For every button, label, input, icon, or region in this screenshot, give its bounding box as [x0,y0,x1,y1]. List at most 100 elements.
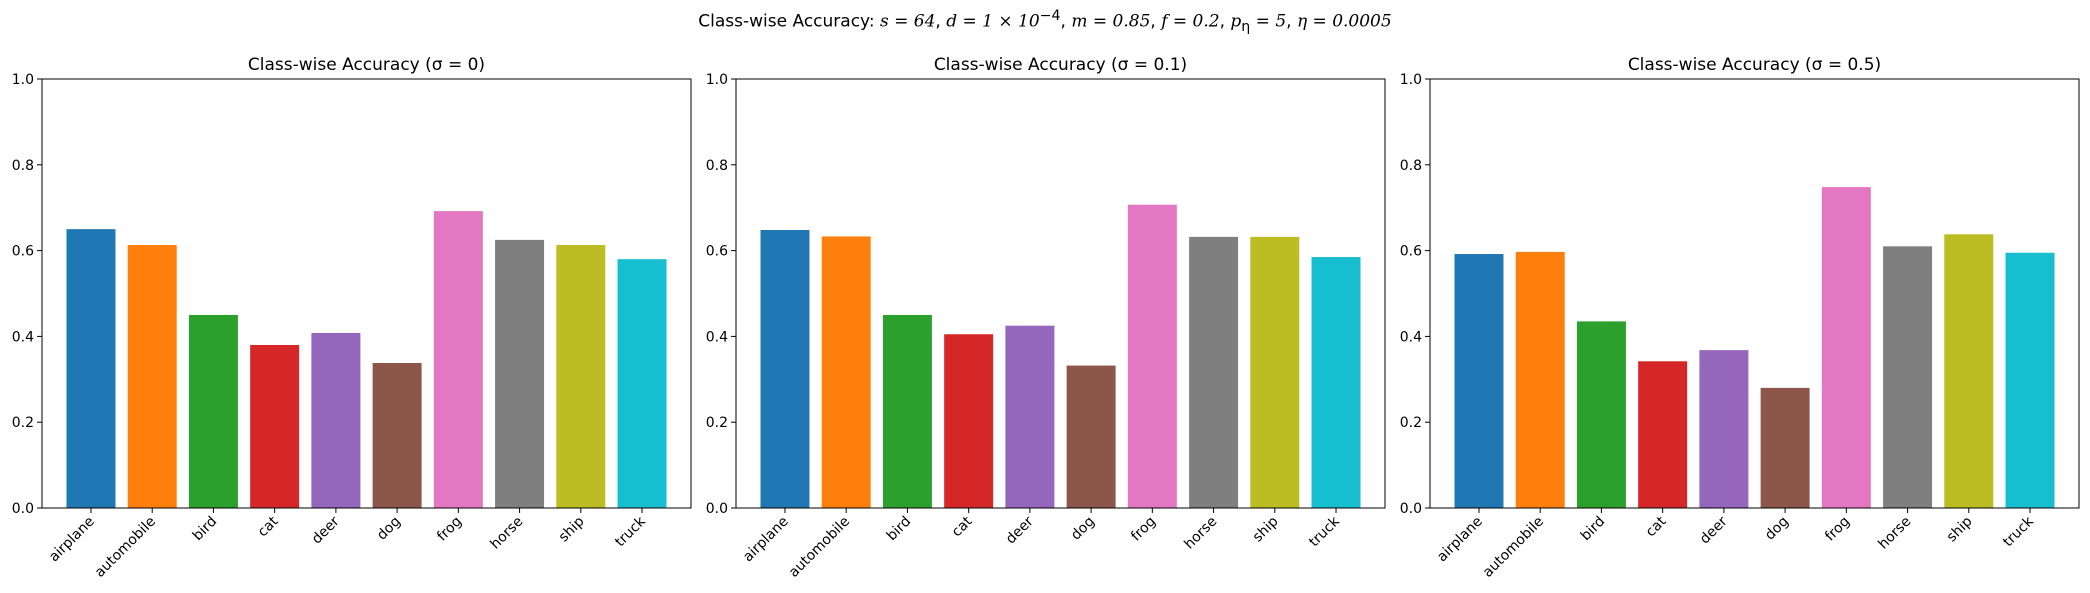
bar-truck [2005,252,2055,508]
suptitle-sep-4: , [1219,11,1231,32]
bar-dog [372,363,422,508]
x-tick-label-automobile: automobile [1480,514,1547,581]
y-tick-label: 0.4 [706,329,728,345]
x-tick-label-frog: frog [434,514,465,545]
bar-deer [311,332,361,508]
bar-horse [495,239,545,509]
suptitle-prefix: Class-wise Accuracy: [698,11,880,32]
suptitle-eta: η = 0.0005 [1296,11,1392,32]
x-tick-label-bird: bird [1578,514,1609,545]
bar-cat [250,344,300,508]
y-tick-label: 0.8 [12,158,34,174]
y-tick-label: 0.0 [1400,501,1422,517]
x-tick-label-cat: cat [255,513,282,540]
y-tick-label: 0.6 [706,244,728,260]
x-tick-label-automobile: automobile [786,514,853,581]
x-tick-label-horse: horse [487,514,526,553]
x-tick-label-cat: cat [1643,513,1670,540]
y-tick-label: 0.4 [12,329,34,345]
chart-title: Class-wise Accuracy (σ = 0.5) [1628,55,1881,75]
bar-frog [1821,187,1871,509]
y-tick-label: 0.6 [12,244,34,260]
y-tick-label: 0.2 [1400,415,1422,431]
bar-deer [1699,350,1749,508]
x-tick-label-deer: deer [309,513,343,547]
x-tick-label-bird: bird [190,514,221,545]
suptitle-f: f = 0.2 [1161,11,1220,32]
x-tick-label-airplane: airplane [740,514,792,566]
y-tick-label: 1.0 [706,72,728,88]
bar-bird [1576,321,1626,508]
x-tick-label-truck: truck [612,513,649,550]
plot-frame [735,78,1386,509]
x-tick-label-horse: horse [1875,514,1914,553]
bar-bird [882,314,932,508]
plot-frame [1429,78,2080,509]
bar-airplane [1454,254,1504,508]
bar-cat [1638,361,1688,508]
x-tick-label-airplane: airplane [46,514,98,566]
bar-horse [1189,236,1239,508]
y-tick-label: 0.6 [1400,244,1422,260]
suptitle-sep-1: , [935,11,947,32]
suptitle-p-subscript: η [1241,19,1251,36]
x-tick-label-bird: bird [884,514,915,545]
y-tick-label: 1.0 [12,72,34,88]
x-tick-label-ship: ship [1944,513,1976,545]
chart-title: Class-wise Accuracy (σ = 0) [248,55,485,75]
x-tick-label-deer: deer [1003,513,1037,547]
bar-truck [617,259,667,508]
x-tick-label-dog: dog [1762,514,1792,544]
y-tick-label: 0.8 [706,158,728,174]
suptitle-sep-3: , [1150,11,1162,32]
x-tick-label-cat: cat [949,513,976,540]
x-tick-label-ship: ship [556,513,588,545]
x-tick-label-automobile: automobile [92,514,159,581]
suptitle-s: s = 64 [880,11,936,32]
bar-automobile [821,236,871,508]
y-tick-label: 0.2 [706,415,728,431]
suptitle-d-exponent: −4 [1039,8,1061,24]
bar-ship [1250,236,1300,508]
x-tick-label-dog: dog [374,514,404,544]
bar-bird [188,314,238,508]
bar-ship [1944,234,1994,509]
y-tick-label: 0.0 [12,501,34,517]
x-tick-label-airplane: airplane [1434,514,1486,566]
x-tick-label-ship: ship [1250,513,1282,545]
bar-dog [1066,365,1116,508]
suptitle-sep-2: , [1060,11,1072,32]
bar-cat [944,334,994,508]
bar-frog [433,211,483,508]
suptitle-d: d = 1 × 10 [946,11,1040,32]
bar-truck [1311,257,1361,508]
y-tick-label: 0.8 [1400,158,1422,174]
bar-airplane [760,230,810,508]
y-tick-label: 0.0 [706,501,728,517]
x-tick-label-frog: frog [1128,514,1159,545]
suptitle-m: m = 0.85 [1071,11,1151,32]
x-tick-label-dog: dog [1068,514,1098,544]
bar-frog [1127,204,1177,508]
x-tick-label-frog: frog [1822,514,1853,545]
y-tick-label: 0.2 [12,415,34,431]
bar-automobile [127,245,177,508]
figure-suptitle: Class-wise Accuracy: s = 64, d = 1 × 10−… [0,8,2090,35]
suptitle-p-value: = 5 [1250,11,1287,32]
bar-ship [556,245,606,508]
bar-deer [1005,325,1055,508]
bar-horse [1883,246,1933,508]
bar-airplane [66,229,116,508]
y-tick-label: 0.4 [1400,329,1422,345]
x-tick-label-truck: truck [1306,513,1343,550]
y-tick-label: 1.0 [1400,72,1422,88]
plot-frame [41,78,692,509]
suptitle-sep-5: , [1286,11,1297,32]
bar-automobile [1515,251,1565,508]
x-tick-label-truck: truck [2000,513,2037,550]
